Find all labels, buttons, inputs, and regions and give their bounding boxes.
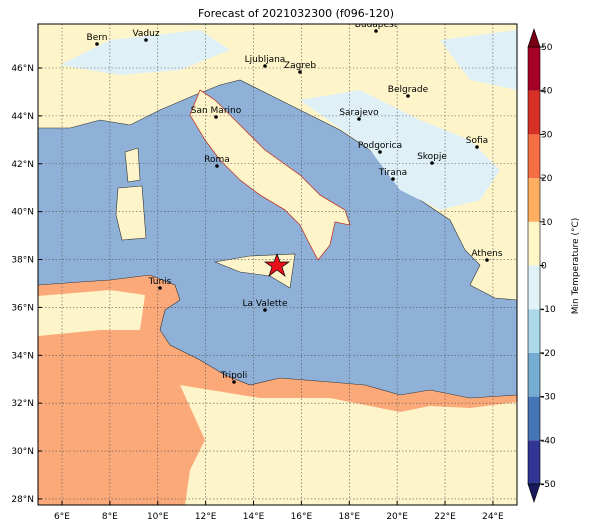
city-dot (95, 42, 99, 46)
city-label: La Valette (243, 299, 288, 309)
y-tick-label: 28°N (11, 495, 34, 505)
europe-land (38, 24, 517, 301)
city-dot (298, 70, 302, 74)
city-label: Sarajevo (339, 108, 379, 118)
city-label: Skopje (417, 152, 447, 162)
x-tick-label: 22°E (434, 512, 456, 522)
x-tick-label: 18°E (338, 512, 360, 522)
x-tick-label: 24°E (482, 512, 504, 522)
city-dot (158, 286, 162, 290)
city-dot (263, 64, 267, 68)
city-dot (374, 29, 378, 33)
colorbar-tick-label: -50 (541, 480, 556, 490)
colorbar-tick-label: 50 (541, 43, 553, 53)
city-dot (391, 177, 395, 181)
y-tick-label: 36°N (11, 303, 34, 313)
colorbar-under (527, 483, 541, 503)
colorbar-band (528, 309, 540, 353)
city-dot (232, 380, 236, 384)
cold-patches (60, 30, 517, 210)
x-tick-label: 20°E (386, 512, 408, 522)
city-label: Podgorica (358, 141, 402, 151)
map-frame (37, 23, 518, 506)
y-tick-label: 46°N (11, 64, 34, 74)
city-label: San Marino (191, 106, 242, 116)
y-tick-label: 42°N (11, 160, 34, 170)
city-dot (430, 161, 434, 165)
y-tick-label: 34°N (11, 351, 34, 361)
colorbar-tick-label: -20 (541, 349, 556, 359)
colorbar-band (528, 265, 540, 310)
colorbar-over (527, 28, 541, 48)
city-dot (378, 150, 382, 154)
y-tick-label: 30°N (11, 447, 34, 457)
colorbar-band (528, 47, 540, 91)
city-label: Athens (471, 249, 502, 259)
islands (115, 147, 147, 241)
y-tick-label: 32°N (11, 399, 34, 409)
colorbar-tick-label: 40 (541, 87, 553, 97)
colorbar-tick-label: 20 (541, 174, 553, 184)
colorbar-tick-label: 30 (541, 130, 553, 140)
city-dot (485, 258, 489, 262)
city-label: Budapest (355, 20, 398, 30)
y-tick-label: 40°N (11, 208, 34, 218)
x-tick-label: 14°E (243, 512, 265, 522)
italy (189, 89, 351, 261)
map-title: Forecast of 2021032300 (f096-120) (198, 7, 394, 20)
city-label: Ljubljana (245, 55, 286, 65)
colorbar-tick-label: 0 (541, 262, 547, 272)
city-dot (144, 38, 148, 42)
city-dot (406, 94, 410, 98)
x-tick-label: 8°E (102, 512, 118, 522)
city-label: Tirana (378, 168, 407, 178)
x-tick-label: 6°E (54, 512, 70, 522)
colorbar-band (528, 221, 540, 266)
x-tick-label: 16°E (291, 512, 313, 522)
city-dot (214, 115, 218, 119)
colorbar-tick-label: -30 (541, 393, 556, 403)
city-dot (475, 145, 479, 149)
colorbar-band (528, 134, 540, 179)
y-tick-label: 38°N (11, 256, 34, 266)
colorbar-tick-label: -40 (541, 436, 556, 446)
city-dot (215, 164, 219, 168)
x-tick-label: 10°E (147, 512, 169, 522)
city-label: Tripoli (220, 371, 248, 381)
city-dot (263, 308, 267, 312)
colorbar-band (528, 396, 540, 441)
colorbar-band (528, 352, 540, 397)
city-label: Roma (204, 155, 230, 165)
x-tick-label: 12°E (195, 512, 217, 522)
colorbar-band (528, 178, 540, 222)
city-label: Bern (87, 33, 108, 43)
colorbar-band (528, 440, 540, 484)
city-label: Tunis (148, 277, 172, 287)
forecast-location-star (263, 253, 291, 277)
colorbar-label: Min Temperature (°C) (571, 218, 581, 315)
city-label: Belgrade (388, 85, 429, 95)
y-tick-label: 44°N (11, 112, 34, 122)
city-label: Zagreb (284, 61, 316, 71)
colorbar-band (528, 90, 540, 135)
city-label: Sofia (466, 136, 488, 146)
colorbar-tick-label: 10 (541, 218, 553, 228)
colorbar-tick-label: -10 (541, 305, 556, 315)
city-label: Vaduz (132, 29, 159, 39)
city-dot (357, 117, 361, 121)
